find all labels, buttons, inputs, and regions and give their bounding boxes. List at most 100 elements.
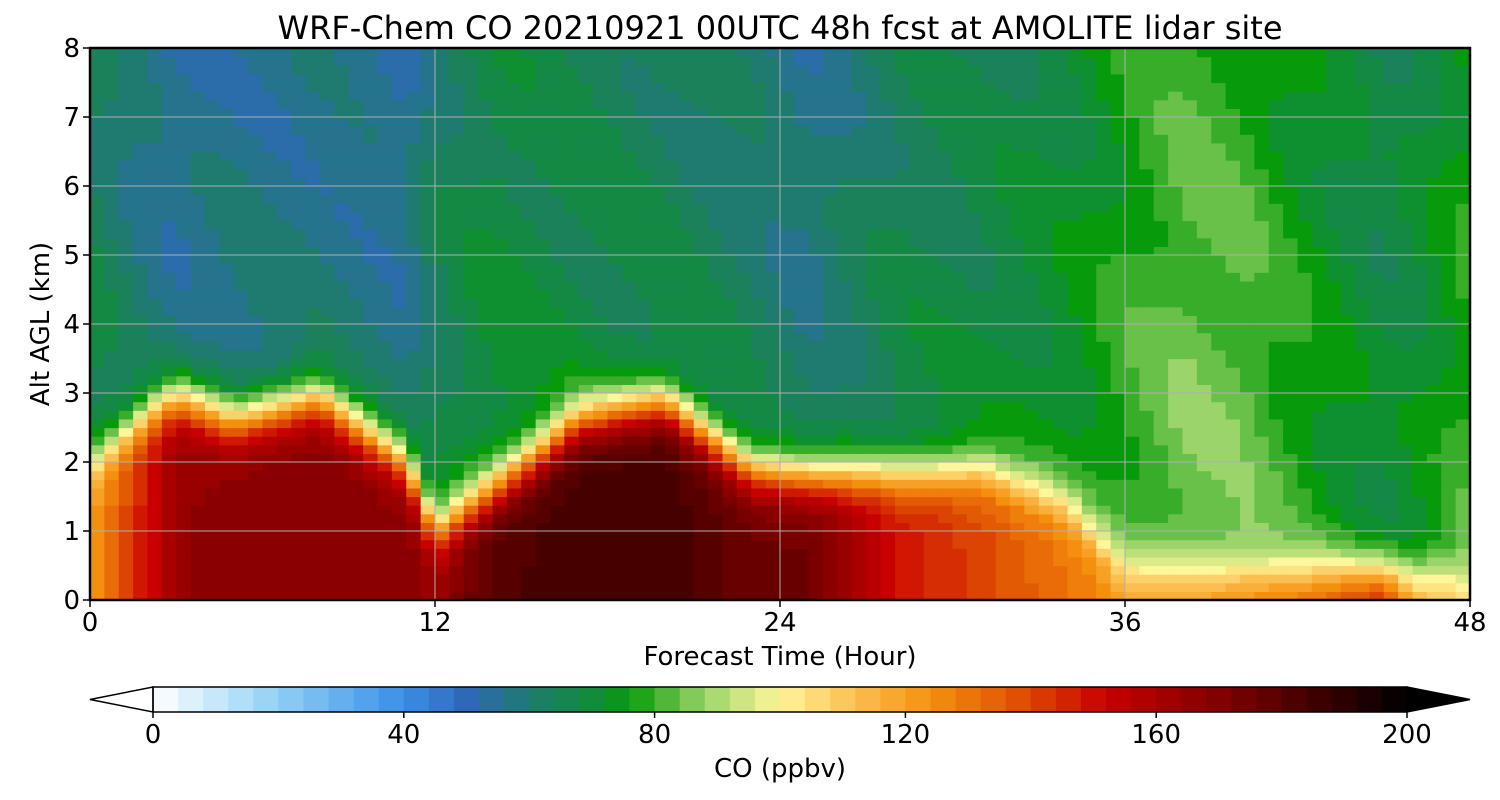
- heatmap-cell: [391, 401, 407, 411]
- heatmap-cell: [895, 505, 910, 515]
- heatmap-cell: [607, 548, 623, 558]
- heatmap-cell: [636, 410, 652, 420]
- heatmap-cell: [837, 556, 853, 567]
- heatmap-cell: [219, 410, 235, 420]
- heatmap-cell: [205, 513, 220, 523]
- heatmap-cell: [650, 186, 666, 196]
- heatmap-cell: [320, 513, 335, 523]
- heatmap-cell: [1153, 410, 1169, 420]
- heatmap-cell: [665, 384, 680, 394]
- heatmap-cell: [966, 263, 982, 273]
- heatmap-cell: [1038, 324, 1054, 334]
- heatmap-cell: [406, 255, 422, 265]
- heatmap-cell: [765, 324, 781, 334]
- heatmap-cell: [866, 565, 882, 575]
- heatmap-cell: [1182, 539, 1198, 549]
- heatmap-cell: [1139, 574, 1155, 584]
- heatmap-cell: [219, 237, 235, 247]
- heatmap-cell: [808, 177, 824, 187]
- heatmap-cell: [1139, 289, 1155, 299]
- heatmap-cell: [665, 324, 680, 334]
- heatmap-cell: [665, 306, 680, 316]
- heatmap-cell: [291, 82, 307, 92]
- heatmap-cell: [837, 410, 853, 420]
- heatmap-cell: [320, 556, 335, 567]
- heatmap-cell: [305, 444, 321, 454]
- heatmap-cell: [363, 117, 379, 127]
- heatmap-cell: [391, 358, 407, 368]
- heatmap-cell: [320, 125, 335, 135]
- heatmap-cell: [190, 539, 206, 549]
- heatmap-cell: [449, 99, 465, 109]
- heatmap-cell: [291, 142, 307, 153]
- heatmap-cell: [808, 298, 824, 308]
- heatmap-cell: [535, 582, 551, 592]
- heatmap-cell: [765, 591, 781, 600]
- heatmap-cell: [923, 315, 939, 325]
- heatmap-cell: [837, 582, 853, 592]
- heatmap-cell: [1110, 401, 1126, 411]
- heatmap-cell: [621, 306, 637, 316]
- heatmap-cell: [262, 375, 278, 385]
- heatmap-cell: [593, 280, 609, 291]
- heatmap-cell: [305, 531, 321, 541]
- heatmap-cell: [449, 462, 465, 472]
- heatmap-cell: [938, 393, 954, 403]
- heatmap-cell: [593, 142, 609, 153]
- heatmap-cell: [636, 168, 652, 178]
- heatmap-cell: [161, 298, 177, 308]
- heatmap-cell: [952, 56, 968, 66]
- heatmap-cell: [176, 289, 192, 299]
- heatmap-cell: [679, 117, 695, 127]
- heatmap-cell: [1010, 306, 1025, 316]
- heatmap-cell: [363, 237, 379, 247]
- heatmap-cell: [118, 134, 134, 144]
- heatmap-cell: [1196, 280, 1212, 291]
- heatmap-cell: [377, 65, 393, 75]
- heatmap-cell: [248, 444, 264, 454]
- heatmap-cell: [693, 117, 709, 127]
- heatmap-cell: [104, 479, 120, 489]
- heatmap-cell: [320, 384, 335, 394]
- heatmap-cell: [133, 453, 149, 463]
- heatmap-cell: [233, 142, 249, 153]
- heatmap-cell: [679, 349, 695, 360]
- heatmap-cell: [593, 168, 609, 178]
- heatmap-cell: [1053, 211, 1069, 222]
- heatmap-cell: [420, 194, 436, 204]
- heatmap-cell: [952, 211, 968, 222]
- heatmap-cell: [636, 134, 652, 144]
- heatmap-cell: [780, 125, 795, 135]
- heatmap-cell: [851, 99, 867, 109]
- heatmap-cell: [391, 470, 407, 480]
- heatmap-cell: [1010, 194, 1025, 204]
- heatmap-cell: [492, 332, 508, 342]
- heatmap-cell: [636, 48, 652, 58]
- heatmap-cell: [665, 246, 680, 256]
- heatmap-cell: [708, 108, 724, 118]
- heatmap-cell: [521, 574, 537, 584]
- heatmap-cell: [348, 280, 364, 291]
- heatmap-cell: [722, 82, 738, 92]
- heatmap-cell: [262, 582, 278, 592]
- heatmap-cell: [449, 134, 465, 144]
- heatmap-cell: [736, 168, 752, 178]
- heatmap-cell: [1053, 99, 1069, 109]
- heatmap-cell: [463, 358, 479, 368]
- heatmap-cell: [463, 436, 479, 446]
- heatmap-cell: [621, 142, 637, 153]
- heatmap-cell: [1211, 582, 1227, 592]
- heatmap-cell: [1196, 375, 1212, 385]
- heatmap-cell: [593, 349, 609, 360]
- heatmap-cell: [895, 367, 910, 377]
- heatmap-cell: [1096, 315, 1112, 325]
- heatmap-cell: [449, 591, 465, 600]
- heatmap-cell: [1110, 56, 1126, 66]
- heatmap-cell: [966, 367, 982, 377]
- heatmap-cell: [118, 496, 134, 506]
- heatmap-cell: [1125, 556, 1140, 567]
- heatmap-cell: [334, 384, 350, 394]
- heatmap-cell: [334, 289, 350, 299]
- heatmap-cell: [1196, 427, 1212, 437]
- heatmap-cell: [535, 324, 551, 334]
